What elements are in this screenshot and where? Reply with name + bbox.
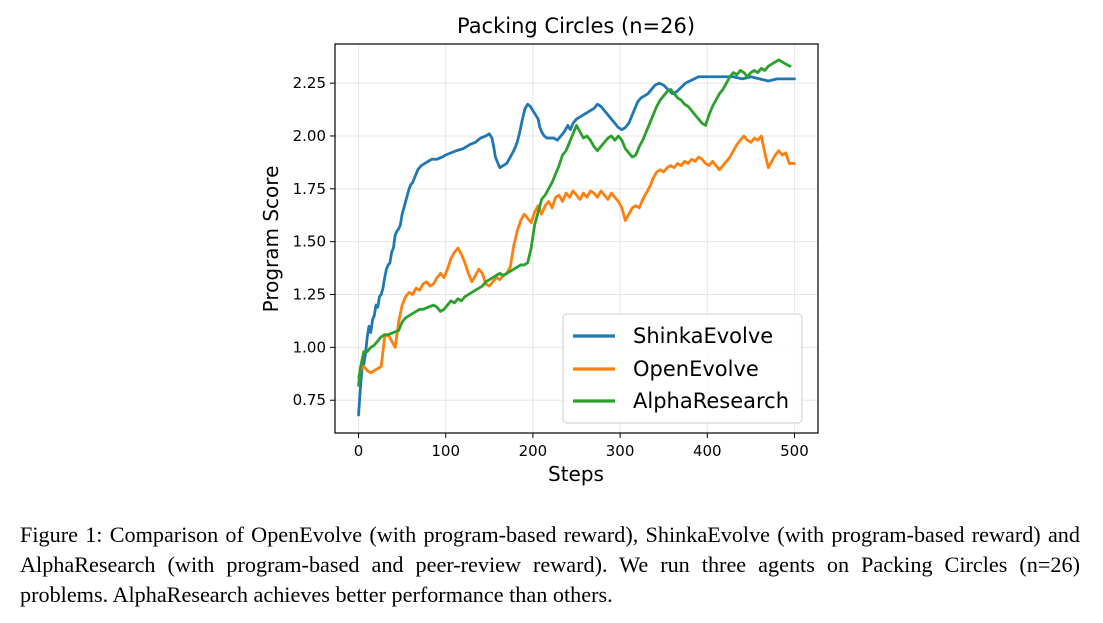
series-layer bbox=[357, 58, 796, 417]
x-tick-label: 400 bbox=[693, 442, 722, 460]
y-axis-label: Program Score bbox=[259, 166, 283, 313]
legend-label-alpharesearch: AlphaResearch bbox=[633, 389, 789, 413]
series-line-openevolve bbox=[357, 134, 796, 379]
x-tick-label: 200 bbox=[519, 442, 548, 460]
x-tick-label: 500 bbox=[780, 442, 809, 460]
plot-frame bbox=[334, 43, 819, 434]
series-line-alpharesearch bbox=[357, 58, 792, 387]
y-tick-label: 1.00 bbox=[293, 338, 326, 356]
series-line-shinkaevolve bbox=[357, 75, 796, 417]
legend-box bbox=[562, 313, 803, 424]
x-tick-label: 100 bbox=[431, 442, 460, 460]
y-ticks: 0.75 1.00 1.25 1.50 1.75 2.00 2.25 bbox=[293, 74, 335, 409]
y-tick-label: 1.50 bbox=[293, 233, 326, 251]
legend: ShinkaEvolve OpenEvolve AlphaResearch bbox=[562, 313, 803, 424]
y-tick-label: 2.00 bbox=[293, 127, 326, 145]
x-axis-label: Steps bbox=[548, 462, 604, 486]
y-tick-label: 1.75 bbox=[293, 180, 326, 198]
chart-title: Packing Circles (n=26) bbox=[457, 14, 695, 38]
x-tick-label: 0 bbox=[354, 442, 364, 460]
chart-figure: 0 100 200 300 400 500 0.75 1.00 1.25 1.50 1.75 2.0… bbox=[259, 14, 819, 486]
y-tick-label: 2.25 bbox=[293, 74, 326, 92]
x-tick-label: 300 bbox=[606, 442, 635, 460]
y-tick-label: 1.25 bbox=[293, 286, 326, 304]
figure-caption: Figure 1: Comparison of OpenEvolve (with… bbox=[20, 522, 1080, 607]
x-ticks: 0 100 200 300 400 500 bbox=[354, 433, 809, 460]
legend-label-shinkaevolve: ShinkaEvolve bbox=[633, 324, 773, 348]
chart-svg: 0 100 200 300 400 500 0.75 1.00 1.25 1.50 1.75 2.0… bbox=[259, 14, 819, 486]
legend-label-openevolve: OpenEvolve bbox=[633, 357, 759, 381]
y-tick-label: 0.75 bbox=[293, 391, 326, 409]
